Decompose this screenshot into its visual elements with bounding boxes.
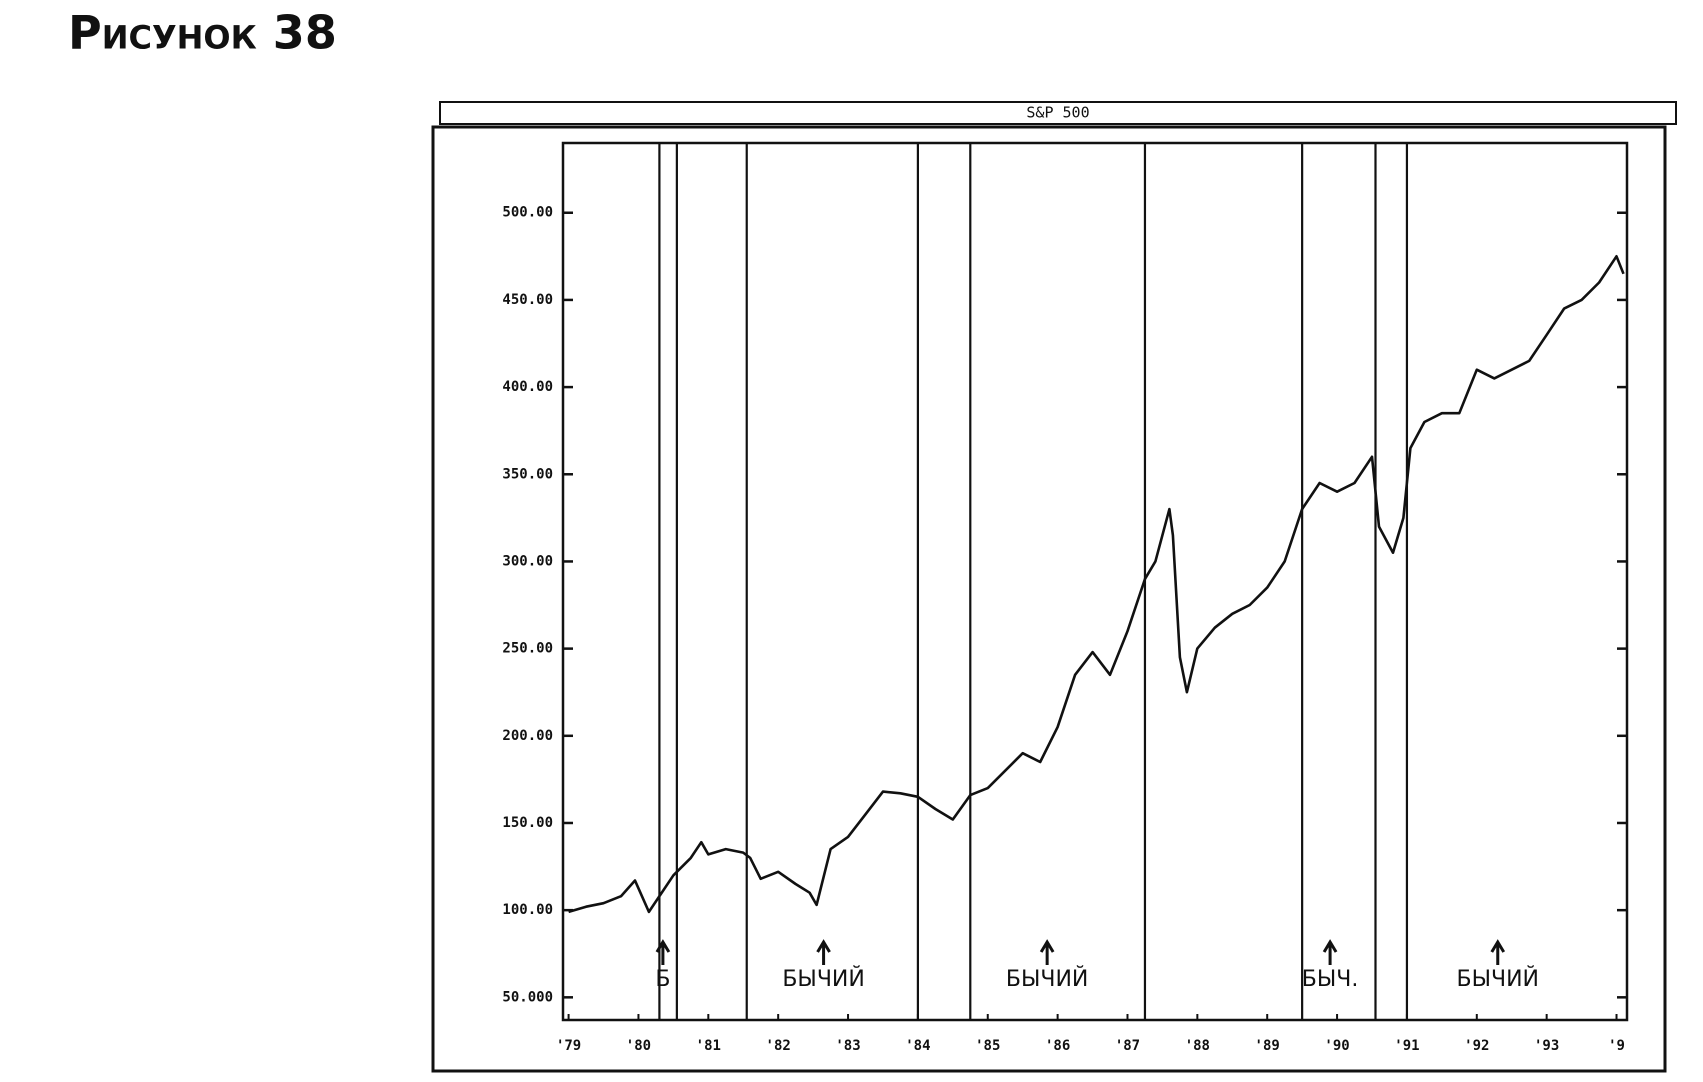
annotation: БЫЧ.	[1302, 967, 1359, 992]
annotation-arrow	[1322, 939, 1338, 965]
x-tick-label: '84	[905, 1038, 930, 1054]
y-tick-label: 50.000	[502, 989, 553, 1005]
figure-title: Рисунок 38	[68, 6, 337, 60]
x-tick-label: '92	[1464, 1038, 1489, 1054]
y-tick-label: 200.00	[502, 728, 553, 744]
y-tick-label: 450.00	[502, 292, 553, 308]
x-tick-label: '85	[975, 1038, 1000, 1054]
plot-frame	[561, 141, 1629, 1022]
annotation: БЫЧИЙ	[1457, 966, 1540, 992]
x-tick-label: '93	[1534, 1038, 1559, 1054]
x-tick-label: '83	[835, 1038, 860, 1054]
chart-title: S&P 500	[1026, 104, 1089, 122]
x-tick-label: '87	[1115, 1038, 1140, 1054]
x-tick-label: '80	[626, 1038, 651, 1054]
y-tick-label: 400.00	[502, 379, 553, 395]
x-tick-label: '81	[696, 1038, 721, 1054]
header-bar	[439, 101, 1677, 125]
annotation: БЫЧИЙ	[782, 966, 865, 992]
line-series	[568, 255, 1625, 914]
x-tick-label: '90	[1324, 1038, 1349, 1054]
x-tick-label: '89	[1255, 1038, 1280, 1054]
y-tick-label: 250.00	[502, 641, 553, 657]
y-tick-label: 100.00	[502, 902, 553, 918]
annotation: БЫЧИЙ	[1006, 966, 1089, 992]
annotation: Б	[655, 967, 670, 992]
outer-frame	[431, 125, 1667, 1073]
annotation-arrow	[1039, 939, 1055, 965]
annotation-arrow	[655, 939, 671, 965]
x-tick-label: '82	[766, 1038, 791, 1054]
x-tick-label: '79	[556, 1038, 581, 1054]
y-tick-label: 500.00	[502, 205, 553, 221]
y-tick-label: 350.00	[502, 466, 553, 482]
y-tick-label: 300.00	[502, 553, 553, 569]
x-tick-label: '91	[1394, 1038, 1419, 1054]
x-tick-label: '9	[1608, 1038, 1625, 1054]
x-tick-label: '86	[1045, 1038, 1070, 1054]
y-tick-label: 150.00	[502, 815, 553, 831]
annotation-arrow	[816, 939, 831, 965]
annotation-arrow	[1490, 939, 1506, 965]
x-tick-label: '88	[1185, 1038, 1210, 1054]
